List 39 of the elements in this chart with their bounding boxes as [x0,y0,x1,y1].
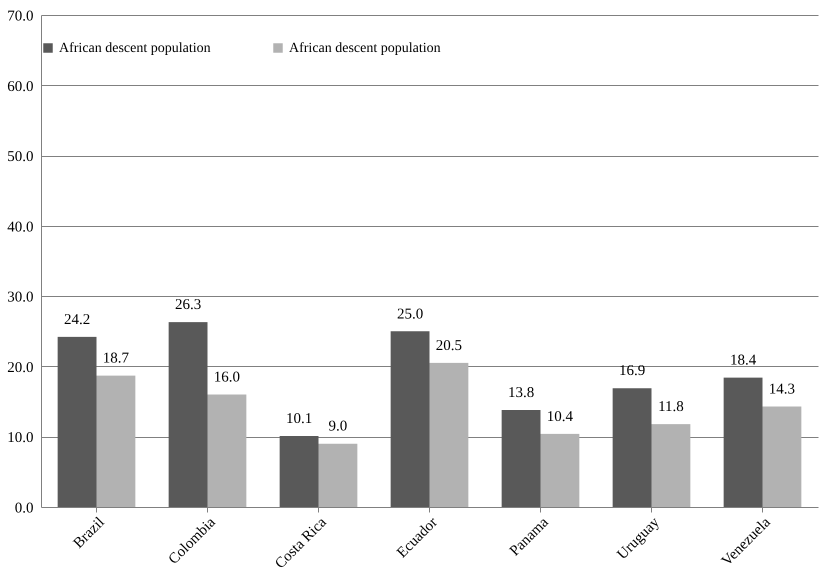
data-label: 13.8 [508,385,534,402]
y-tick-label: 30.0 [7,290,34,306]
y-tick-label: 40.0 [7,219,34,236]
data-label: 26.3 [174,297,202,314]
x-tick-label: Costa Rica [272,514,330,572]
bar [762,406,802,507]
bar [318,444,358,507]
data-label: 25.0 [396,306,424,322]
bar [724,378,762,507]
bar [208,394,246,507]
y-tick-label: 10.0 [7,430,34,446]
bar [280,436,318,507]
data-label: 24.2 [64,312,90,328]
data-label: 18.4 [730,352,757,369]
data-label: 16.0 [214,370,240,386]
bar [168,322,208,507]
y-tick-label: 50.0 [7,149,34,166]
legend-label: African descent population [59,41,211,56]
data-label: 20.5 [436,338,462,354]
data-label: 11.8 [658,399,684,416]
bar [502,410,540,507]
y-tick-label: 0.0 [14,500,34,516]
bar [58,336,96,507]
data-label: 10.1 [286,411,312,428]
bar [430,362,468,507]
data-label: 10.4 [546,408,574,425]
data-label: 9.0 [328,418,348,435]
bar [540,434,580,507]
bar [652,424,690,507]
bar [612,388,652,507]
data-label: 14.3 [768,381,796,398]
y-tick-label: 60.0 [7,78,34,95]
bar [96,376,136,507]
y-tick-label: 70.0 [7,8,34,24]
bar [390,331,430,507]
y-tick-label: 20.0 [7,360,34,376]
legend-label: African descent population [289,41,441,56]
data-label: 16.9 [618,363,646,380]
data-label: 18.7 [102,350,130,367]
